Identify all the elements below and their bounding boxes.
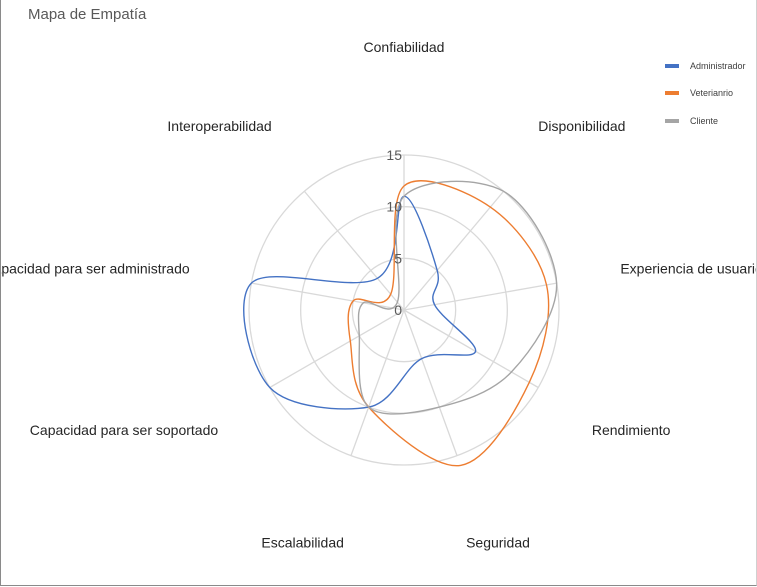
- axis-label: Disponibilidad: [538, 118, 625, 134]
- legend-swatch: [665, 63, 679, 68]
- axis-label: Capacidad para ser administrado: [1, 260, 190, 276]
- legend-swatch: [665, 91, 679, 96]
- axis-spoke: [403, 190, 505, 311]
- axis-label: Escalabilidad: [261, 535, 344, 551]
- series-line-cliente: [357, 180, 558, 415]
- axis-spoke: [403, 282, 557, 311]
- legend-label: Veterianrio: [690, 88, 734, 99]
- tick-label: 15: [386, 147, 402, 163]
- axis-spoke: [269, 309, 405, 389]
- legend-item: Administrador: [665, 52, 746, 80]
- axis-spoke: [403, 309, 458, 456]
- legend-label: Cliente: [690, 115, 719, 126]
- legend-item: Cliente: [665, 107, 746, 135]
- legend: Administrador Veterianrio Cliente: [665, 52, 746, 135]
- legend-label: Administrador: [690, 60, 746, 71]
- axis-label: Interoperabilidad: [167, 118, 271, 134]
- tick-label: 5: [394, 250, 402, 266]
- series-line-veterianrio: [347, 180, 550, 467]
- tick-label: 10: [386, 199, 402, 215]
- legend-swatch: [665, 118, 679, 123]
- tick-label: 0: [394, 302, 402, 318]
- axis-spoke: [303, 190, 405, 311]
- chart-title: Mapa de Empatía: [28, 6, 147, 23]
- axis-label: Rendimiento: [592, 422, 671, 438]
- axis-label: Confiabilidad: [364, 39, 445, 55]
- axis-spoke: [350, 309, 405, 456]
- axis-label: Experiencia de usuario: [620, 260, 756, 276]
- legend-item: Veterianrio: [665, 80, 746, 108]
- axis-spoke: [403, 309, 539, 389]
- axis-label: Capacidad para ser soportado: [30, 422, 219, 438]
- axis-spoke: [251, 282, 405, 311]
- axis-label: Seguridad: [466, 535, 530, 551]
